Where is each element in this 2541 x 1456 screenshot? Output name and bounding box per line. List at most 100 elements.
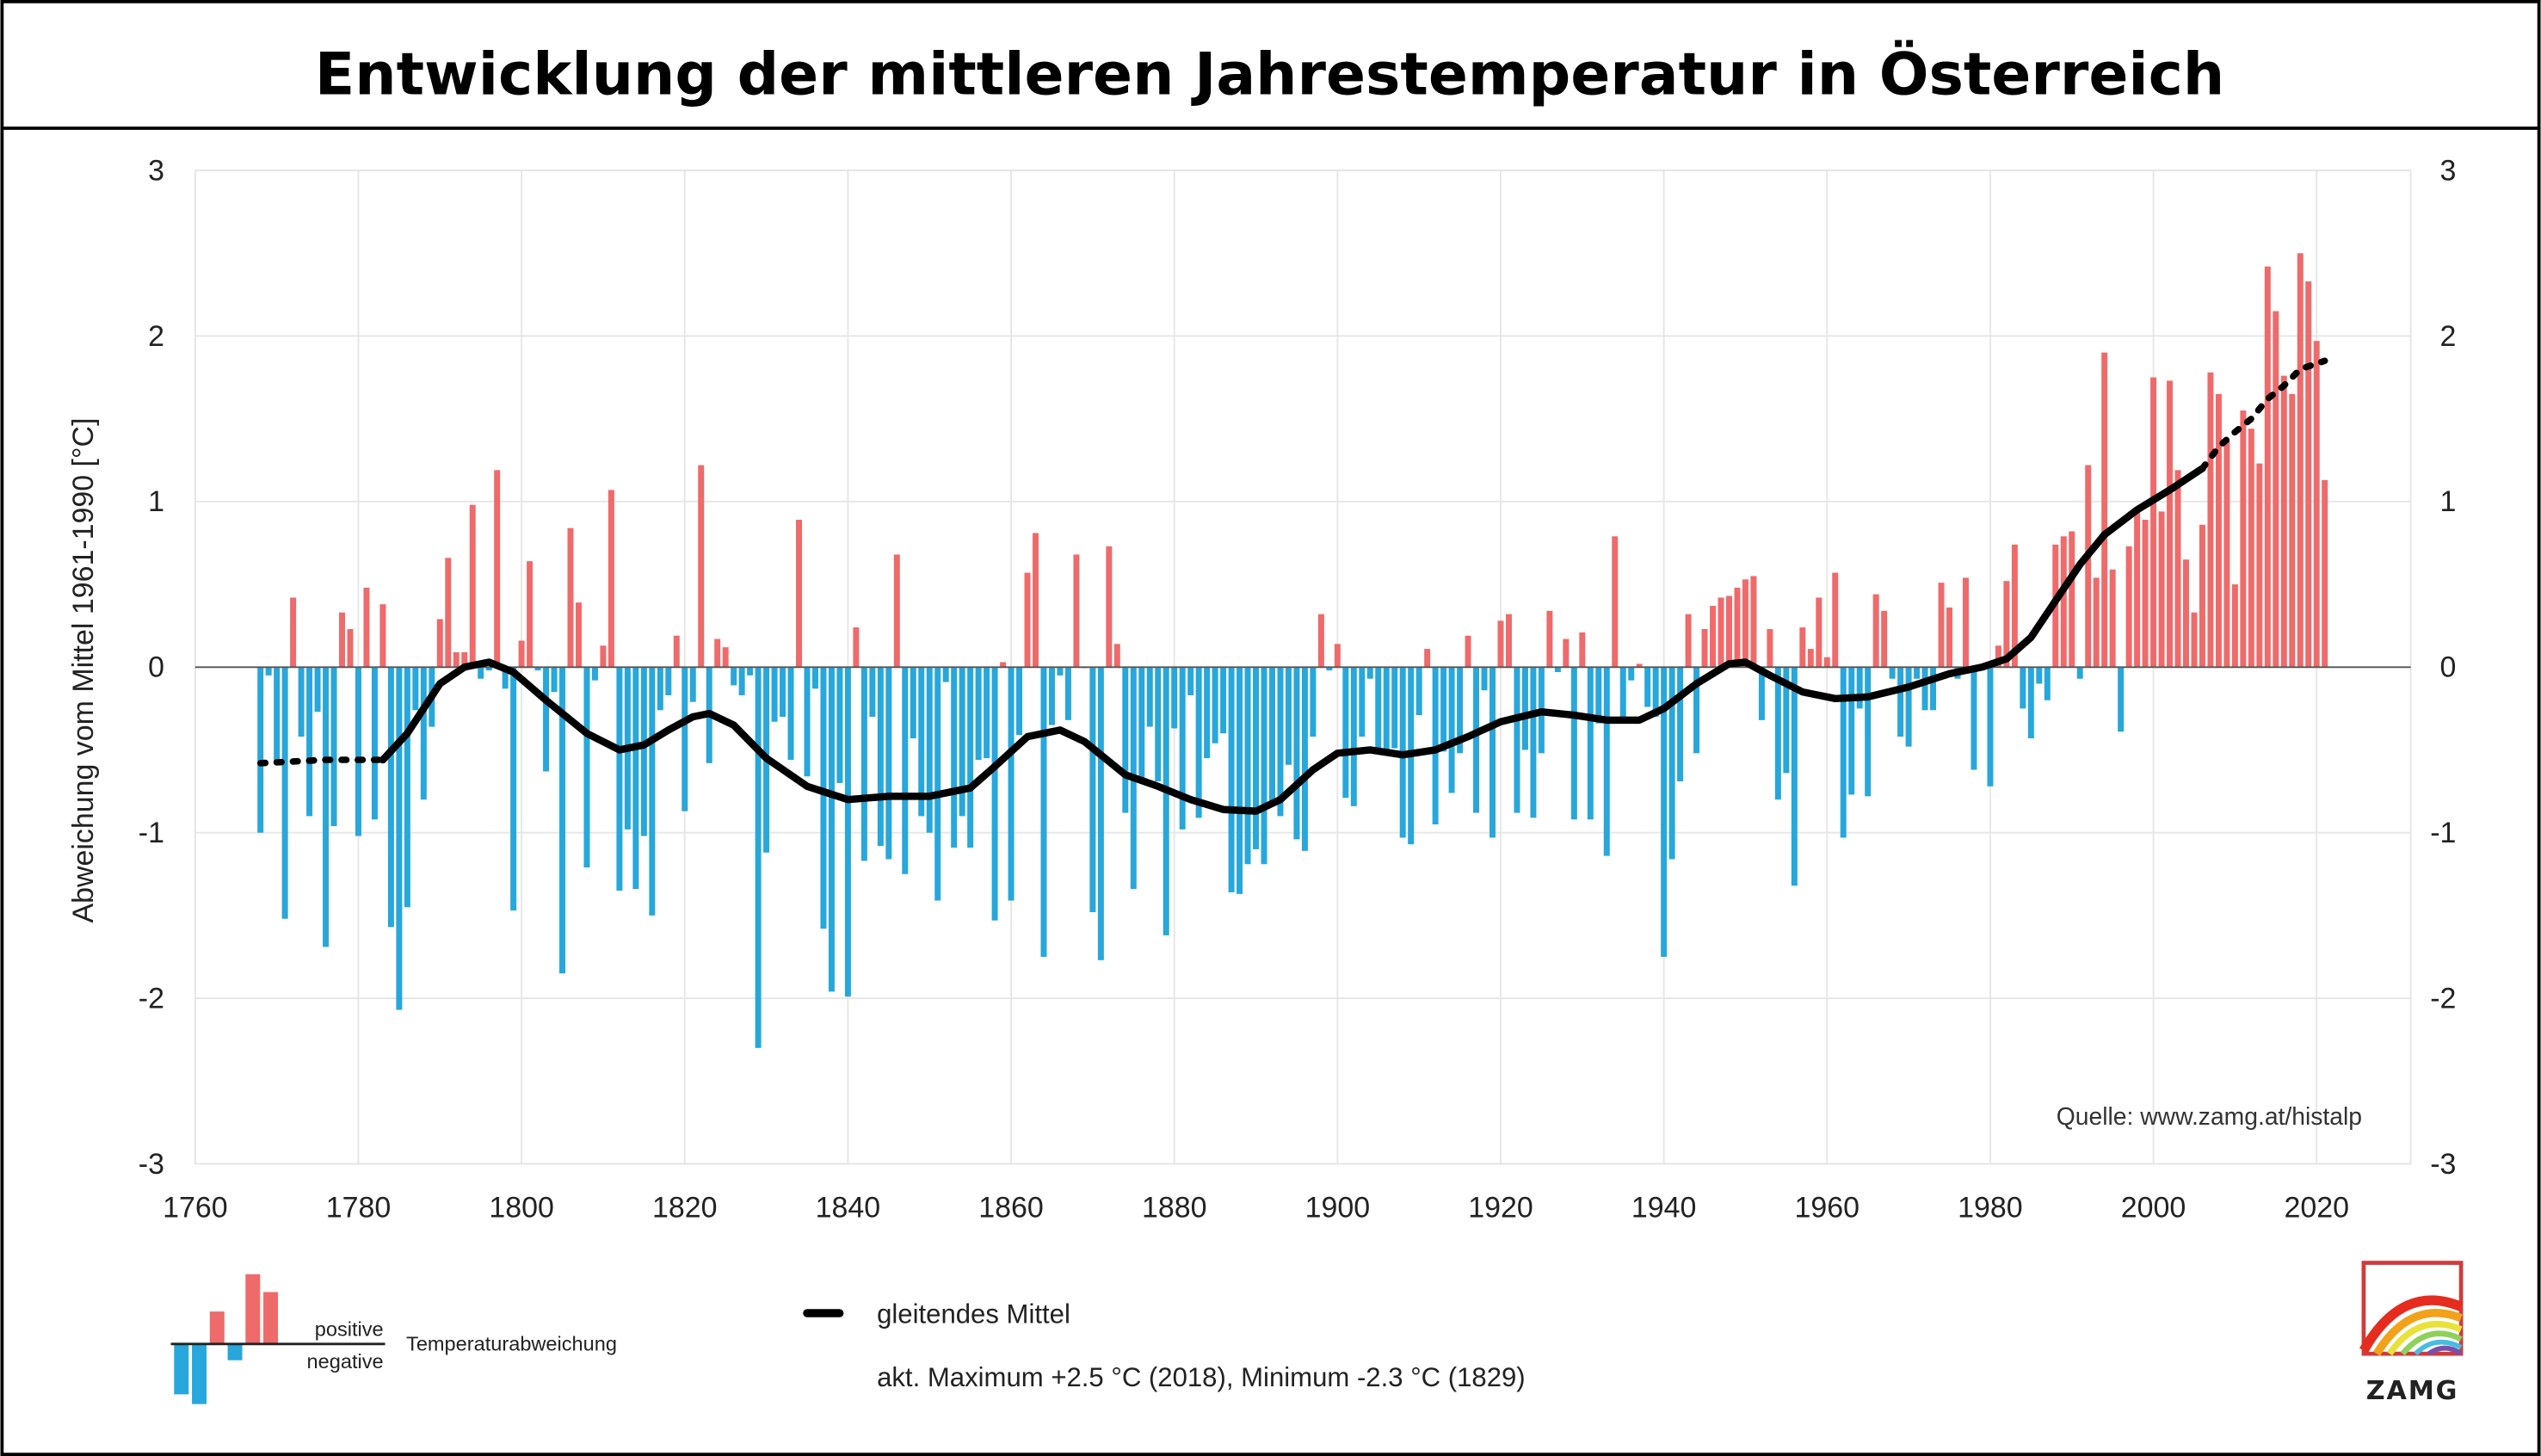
bar-1783 <box>379 604 386 668</box>
bar-1882 <box>1187 667 1194 695</box>
bar-1812 <box>616 667 623 891</box>
bar-1940 <box>1661 667 1668 957</box>
bar-1933 <box>1603 667 1610 856</box>
source-note: Quelle: www.zamg.at/histalp <box>2057 1102 2362 1130</box>
y-tick-left-2: 2 <box>148 320 164 353</box>
bar-1923 <box>1521 667 1528 750</box>
bar-1788 <box>420 667 427 800</box>
bar-1969 <box>1897 667 1904 737</box>
bar-1778 <box>339 612 346 668</box>
bar-1849 <box>918 667 925 817</box>
bar-1948 <box>1726 595 1732 668</box>
y-tick-right-3: 3 <box>2440 154 2457 187</box>
bar-1953 <box>1767 629 1773 668</box>
y-tick-right--1: -1 <box>2430 817 2456 849</box>
bar-1790 <box>436 619 443 668</box>
bar-1951 <box>1750 576 1757 668</box>
bar-1950 <box>1742 579 1748 668</box>
bar-1779 <box>347 629 354 668</box>
bar-1868 <box>1073 554 1080 668</box>
bar-1945 <box>1701 629 1708 668</box>
bar-1796 <box>485 667 492 671</box>
x-tick-2020: 2020 <box>2284 1192 2349 1225</box>
bar-1819 <box>673 635 680 668</box>
bar-1856 <box>975 667 982 761</box>
x-tick-1920: 1920 <box>1468 1192 1533 1225</box>
bar-1956 <box>1791 667 1798 886</box>
bar-1793 <box>461 651 468 668</box>
bar-1817 <box>657 667 663 711</box>
bar-1897 <box>1310 667 1317 737</box>
bar-1787 <box>412 667 419 711</box>
bar-1959 <box>1816 597 1822 668</box>
bar-1975 <box>1946 607 1953 668</box>
bar-1915 <box>1457 667 1464 754</box>
bar-1772 <box>290 597 297 668</box>
bar-1865 <box>1048 667 1055 725</box>
legend-smoothed: gleitendes Mittel <box>877 1299 1070 1329</box>
bar-1991 <box>2076 667 2083 679</box>
bar-1968 <box>1889 667 1896 679</box>
bar-1906 <box>1383 667 1390 752</box>
y-tick-left--1: -1 <box>139 817 164 849</box>
y-tick-right-2: 2 <box>2440 320 2457 353</box>
x-tick-1760: 1760 <box>163 1192 228 1225</box>
bar-1801 <box>527 561 533 668</box>
bar-1794 <box>469 504 476 668</box>
bar-1852 <box>942 667 949 682</box>
bar-1983 <box>2011 544 2018 668</box>
bar-2009 <box>2223 440 2230 668</box>
bar-1964 <box>1856 667 1863 709</box>
bar-1981 <box>1995 645 2001 668</box>
bar-1874 <box>1122 667 1129 813</box>
bar-1843 <box>869 667 876 717</box>
bar-1926 <box>1546 610 1553 668</box>
bar-1841 <box>853 627 860 668</box>
bar-2012 <box>2248 429 2254 668</box>
bar-1797 <box>494 470 501 668</box>
bar-1958 <box>1807 649 1814 668</box>
bar-1850 <box>926 667 933 833</box>
bar-1822 <box>698 465 705 668</box>
bar-1844 <box>877 667 884 847</box>
bar-1918 <box>1481 667 1488 691</box>
bar-1971 <box>1914 667 1921 679</box>
bar-1942 <box>1677 667 1684 782</box>
bar-1890 <box>1253 667 1260 849</box>
bar-1937 <box>1636 663 1643 668</box>
bar-1858 <box>991 667 998 921</box>
smoothed-line-start-dotted <box>256 756 386 767</box>
bar-1990 <box>2069 531 2075 668</box>
bar-1984 <box>2020 667 2026 709</box>
bar-1954 <box>1774 667 1781 800</box>
bar-1769 <box>265 667 272 676</box>
bar-1921 <box>1505 614 1512 668</box>
bar-1922 <box>1514 667 1520 813</box>
bar-2004 <box>2183 559 2189 668</box>
bar-1998 <box>2134 509 2141 668</box>
bar-1798 <box>502 667 509 689</box>
bar-1805 <box>559 667 566 974</box>
bar-1792 <box>453 651 459 668</box>
bar-1883 <box>1195 667 1202 818</box>
bar-2016 <box>2280 375 2287 668</box>
bar-1775 <box>314 667 321 713</box>
bar-1982 <box>2003 581 2010 668</box>
bar-1782 <box>371 667 378 820</box>
bar-1834 <box>796 520 803 668</box>
bar-1904 <box>1366 667 1373 679</box>
zamg-logo: ZAMG <box>2359 1261 2464 1406</box>
bar-1936 <box>1628 667 1635 681</box>
bar-1896 <box>1301 667 1308 851</box>
bar-1912 <box>1432 667 1439 825</box>
smoothed-line <box>256 357 2328 815</box>
bar-1860 <box>1008 667 1015 901</box>
bar-1768 <box>257 667 264 833</box>
bar-1781 <box>363 587 370 668</box>
bar-1877 <box>1146 667 1153 727</box>
bar-1902 <box>1350 667 1357 806</box>
legend: positive negative Temperaturabweichung g… <box>170 1274 1526 1404</box>
x-tick-1880: 1880 <box>1142 1192 1207 1225</box>
bar-1777 <box>330 667 337 826</box>
legend-bar-icon <box>170 1274 385 1404</box>
